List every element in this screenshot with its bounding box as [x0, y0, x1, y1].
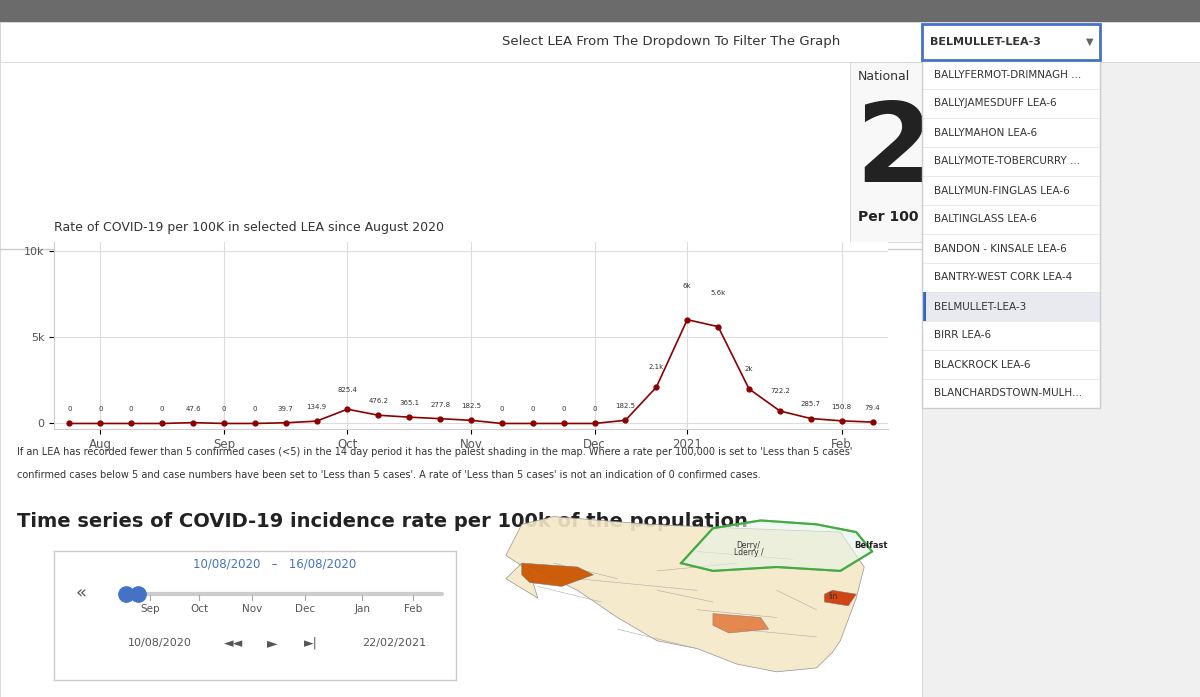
Text: confirmed cases below 5 and case numbers have been set to 'Less than 5 cases'. A: confirmed cases below 5 and case numbers…	[17, 470, 761, 480]
Bar	[0, 22, 922, 697]
Text: 2k: 2k	[745, 366, 754, 372]
Text: ◄◄: ◄◄	[224, 637, 244, 650]
Text: ▼: ▼	[1086, 37, 1093, 47]
Text: BALLYFERMOT-DRIMNAGH ...: BALLYFERMOT-DRIMNAGH ...	[934, 70, 1081, 79]
Bar	[922, 321, 1100, 350]
Text: 0: 0	[128, 406, 133, 413]
Bar	[922, 24, 1100, 60]
Bar	[922, 292, 1100, 321]
Polygon shape	[522, 563, 594, 586]
Text: Belfast: Belfast	[854, 541, 888, 550]
Bar	[0, 22, 1200, 62]
Text: Oct: Oct	[191, 604, 209, 614]
Bar	[922, 60, 1100, 408]
Bar	[922, 292, 926, 321]
Text: If an LEA has recorded fewer than 5 confirmed cases (<5) in the 14 day period it: If an LEA has recorded fewer than 5 conf…	[17, 447, 852, 457]
Text: 285.7: 285.7	[800, 401, 821, 408]
Text: Dec: Dec	[295, 604, 314, 614]
Text: 10/08/2020   –   16/08/2020: 10/08/2020 – 16/08/2020	[192, 557, 355, 570]
Text: ►: ►	[266, 636, 277, 650]
Text: 0: 0	[562, 406, 566, 413]
Bar	[922, 60, 1100, 89]
Text: BIRR LEA-6: BIRR LEA-6	[934, 330, 991, 341]
Bar	[922, 379, 1100, 408]
Bar	[922, 263, 1100, 292]
Text: 0: 0	[67, 406, 72, 413]
Text: 22/02/2021: 22/02/2021	[361, 638, 426, 648]
Text: 150.8: 150.8	[832, 404, 852, 410]
Text: 39.7: 39.7	[277, 406, 294, 412]
Text: BALLYMUN-FINGLAS LEA-6: BALLYMUN-FINGLAS LEA-6	[934, 185, 1069, 195]
Text: BALLYMOTE-TOBERCURRY ...: BALLYMOTE-TOBERCURRY ...	[934, 157, 1080, 167]
Polygon shape	[824, 590, 857, 606]
Text: 0: 0	[98, 406, 102, 413]
Text: BLACKROCK LEA-6: BLACKROCK LEA-6	[934, 360, 1031, 369]
Text: Jan: Jan	[354, 604, 370, 614]
Bar	[922, 147, 1100, 176]
Text: National: National	[858, 70, 911, 84]
Text: 722.2: 722.2	[770, 388, 790, 395]
Text: 0: 0	[222, 406, 226, 413]
Text: 5.6k: 5.6k	[710, 290, 726, 296]
Text: Nov: Nov	[242, 604, 263, 614]
Text: 277.8: 277.8	[430, 401, 450, 408]
Text: BLANCHARDSTOWN-MULH...: BLANCHARDSTOWN-MULH...	[934, 388, 1082, 399]
Text: «: «	[76, 585, 86, 603]
Text: BANDON - KINSALE LEA-6: BANDON - KINSALE LEA-6	[934, 243, 1067, 254]
Text: Lderry /: Lderry /	[734, 548, 763, 557]
Bar	[0, 0, 1200, 22]
Text: Rate of COVID-19 per 100K in selected LEA since August 2020: Rate of COVID-19 per 100K in selected LE…	[54, 221, 444, 233]
Bar	[922, 234, 1100, 263]
Text: BELMULLET-LEA-3: BELMULLET-LEA-3	[934, 302, 1026, 312]
Text: 476.2: 476.2	[368, 398, 389, 404]
Bar	[922, 89, 1100, 118]
Text: 134.9: 134.9	[306, 404, 326, 410]
Bar	[850, 62, 922, 242]
Text: 2: 2	[854, 98, 932, 206]
Text: 0: 0	[499, 406, 504, 413]
Text: Feb: Feb	[404, 604, 422, 614]
Text: 365.1: 365.1	[400, 400, 419, 406]
Polygon shape	[506, 516, 864, 672]
Text: 182.5: 182.5	[461, 403, 481, 409]
Text: 2.1k: 2.1k	[649, 365, 664, 371]
Text: Sep: Sep	[140, 604, 160, 614]
Text: ►|: ►|	[304, 637, 318, 650]
Text: BELMULLET-LEA-3: BELMULLET-LEA-3	[930, 37, 1040, 47]
Text: 0: 0	[530, 406, 535, 413]
Text: lin: lin	[828, 592, 838, 601]
Text: 182.5: 182.5	[616, 403, 636, 409]
Bar	[922, 176, 1100, 205]
Text: Time series of COVID-19 incidence rate per 100k of the population: Time series of COVID-19 incidence rate p…	[17, 512, 748, 530]
Text: 0: 0	[593, 406, 596, 413]
Text: 79.4: 79.4	[865, 405, 881, 411]
Text: 10/08/2020: 10/08/2020	[127, 638, 191, 648]
Text: 6k: 6k	[683, 283, 691, 289]
Text: 47.6: 47.6	[185, 406, 200, 411]
Polygon shape	[682, 521, 872, 571]
Text: Derry/: Derry/	[737, 542, 761, 551]
Text: Per 100: Per 100	[858, 210, 918, 224]
Bar	[922, 350, 1100, 379]
Text: BALTINGLASS LEA-6: BALTINGLASS LEA-6	[934, 215, 1037, 224]
Text: 0: 0	[160, 406, 164, 413]
Bar	[922, 118, 1100, 147]
Bar	[922, 205, 1100, 234]
Polygon shape	[713, 613, 769, 633]
Text: 0: 0	[252, 406, 257, 413]
Text: BANTRY-WEST CORK LEA-4: BANTRY-WEST CORK LEA-4	[934, 273, 1073, 282]
Text: Select LEA From The Dropdown To Filter The Graph: Select LEA From The Dropdown To Filter T…	[502, 36, 840, 49]
Text: BALLYJAMESDUFF LEA-6: BALLYJAMESDUFF LEA-6	[934, 98, 1057, 109]
Text: BALLYMAHON LEA-6: BALLYMAHON LEA-6	[934, 128, 1037, 137]
Text: 825.4: 825.4	[337, 387, 358, 392]
